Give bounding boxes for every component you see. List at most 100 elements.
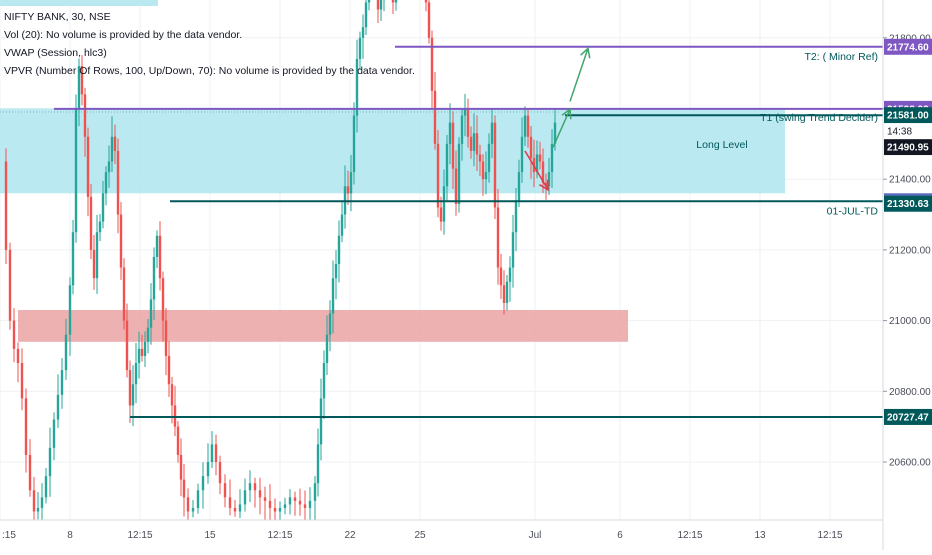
candle-body[interactable] bbox=[170, 384, 174, 406]
candle-body[interactable] bbox=[313, 483, 317, 501]
candle-body[interactable] bbox=[475, 133, 479, 155]
candle-body[interactable] bbox=[478, 154, 482, 162]
candle-body[interactable] bbox=[439, 207, 443, 222]
candle-body[interactable] bbox=[248, 483, 252, 491]
candle-body[interactable] bbox=[52, 419, 56, 448]
candle-body[interactable] bbox=[186, 497, 190, 512]
candle-body[interactable] bbox=[74, 108, 78, 233]
candle-body[interactable] bbox=[526, 115, 530, 137]
candle-body[interactable] bbox=[110, 136, 114, 162]
candle-body[interactable] bbox=[433, 90, 437, 144]
candle-body[interactable] bbox=[206, 462, 210, 477]
candle-body[interactable] bbox=[268, 500, 272, 508]
candle-body[interactable] bbox=[223, 483, 227, 498]
candle-body[interactable] bbox=[89, 196, 93, 250]
candle-body[interactable] bbox=[122, 267, 126, 321]
candle-body[interactable] bbox=[179, 454, 183, 480]
candle-body[interactable] bbox=[499, 267, 503, 286]
candle-body[interactable] bbox=[113, 136, 117, 151]
candle-body[interactable] bbox=[4, 161, 8, 250]
candle-body[interactable] bbox=[367, 0, 371, 3]
vpvr-indicator-label[interactable]: VPVR (Number Of Rows, 100, Up/Down, 70):… bbox=[4, 65, 415, 77]
candle-body[interactable] bbox=[328, 313, 332, 335]
candle-body[interactable] bbox=[253, 483, 257, 491]
candle-body[interactable] bbox=[502, 285, 506, 303]
candle-body[interactable] bbox=[508, 267, 512, 282]
candle-body[interactable] bbox=[445, 143, 449, 187]
candle-body[interactable] bbox=[64, 334, 68, 371]
candle-body[interactable] bbox=[288, 497, 292, 505]
candle-body[interactable] bbox=[182, 479, 186, 498]
candle-body[interactable] bbox=[334, 264, 338, 279]
candle-body[interactable] bbox=[214, 444, 218, 462]
candle-body[interactable] bbox=[92, 249, 96, 279]
candle-body[interactable] bbox=[544, 182, 548, 187]
candle-body[interactable] bbox=[131, 384, 135, 406]
candle-body[interactable] bbox=[376, 0, 380, 10]
candle-body[interactable] bbox=[505, 281, 509, 303]
candle-body[interactable] bbox=[44, 476, 48, 498]
candle-body[interactable] bbox=[191, 507, 195, 512]
candle-body[interactable] bbox=[146, 327, 150, 342]
candle-body[interactable] bbox=[361, 27, 365, 38]
candle-body[interactable] bbox=[137, 348, 141, 364]
candle-body[interactable] bbox=[337, 235, 341, 265]
candle-body[interactable] bbox=[68, 285, 72, 335]
candle-body[interactable] bbox=[263, 497, 267, 501]
candle-body[interactable] bbox=[346, 186, 350, 194]
candle-body[interactable] bbox=[472, 133, 476, 151]
candle-body[interactable] bbox=[541, 161, 545, 183]
candle-body[interactable] bbox=[149, 299, 153, 328]
candle-body[interactable] bbox=[352, 115, 356, 173]
trend-arrow[interactable] bbox=[552, 108, 571, 148]
candle-body[interactable] bbox=[273, 507, 277, 512]
candle-body[interactable] bbox=[20, 363, 24, 399]
candle-body[interactable] bbox=[430, 37, 434, 91]
candle-body[interactable] bbox=[95, 232, 99, 279]
candle-body[interactable] bbox=[358, 37, 362, 60]
candle-body[interactable] bbox=[463, 108, 467, 116]
candle-body[interactable] bbox=[394, 0, 398, 3]
candle-body[interactable] bbox=[152, 256, 156, 300]
candle-body[interactable] bbox=[238, 504, 242, 512]
candle-body[interactable] bbox=[60, 370, 64, 395]
candle-body[interactable] bbox=[340, 214, 344, 236]
candle-body[interactable] bbox=[466, 108, 470, 137]
candle-body[interactable] bbox=[457, 143, 461, 204]
candle-body[interactable] bbox=[316, 444, 320, 484]
candle-body[interactable] bbox=[490, 122, 494, 144]
candle-body[interactable] bbox=[391, 0, 395, 3]
candle-body[interactable] bbox=[40, 497, 44, 508]
candle-body[interactable] bbox=[243, 490, 247, 505]
candle-body[interactable] bbox=[349, 172, 353, 194]
candle-body[interactable] bbox=[98, 221, 102, 233]
candle-body[interactable] bbox=[484, 172, 488, 180]
candle-body[interactable] bbox=[278, 507, 282, 512]
candle-body[interactable] bbox=[520, 136, 524, 173]
candle-body[interactable] bbox=[143, 341, 147, 356]
candle-body[interactable] bbox=[481, 161, 485, 180]
candle-body[interactable] bbox=[355, 59, 359, 116]
candle-body[interactable] bbox=[460, 115, 464, 144]
candle-body[interactable] bbox=[80, 66, 84, 95]
candle-body[interactable] bbox=[454, 168, 458, 204]
candle-body[interactable] bbox=[535, 154, 539, 173]
volume-indicator-label[interactable]: Vol (20): No volume is provided by the d… bbox=[4, 29, 243, 41]
candle-body[interactable] bbox=[523, 115, 527, 137]
candle-body[interactable] bbox=[164, 320, 168, 356]
candle-body[interactable] bbox=[201, 476, 205, 491]
candle-body[interactable] bbox=[514, 200, 518, 233]
trend-arrow[interactable] bbox=[569, 48, 589, 102]
candle-body[interactable] bbox=[134, 363, 138, 385]
candle-body[interactable] bbox=[210, 444, 214, 462]
candle-body[interactable] bbox=[140, 348, 144, 356]
candle-body[interactable] bbox=[12, 320, 16, 349]
candle-body[interactable] bbox=[116, 150, 120, 215]
candle-body[interactable] bbox=[469, 136, 473, 151]
candle-body[interactable] bbox=[258, 490, 262, 498]
candle-body[interactable] bbox=[167, 355, 171, 385]
candle-body[interactable] bbox=[424, 0, 428, 3]
candle-body[interactable] bbox=[48, 447, 52, 477]
candle-body[interactable] bbox=[228, 497, 232, 508]
trend-arrow[interactable] bbox=[524, 150, 549, 191]
